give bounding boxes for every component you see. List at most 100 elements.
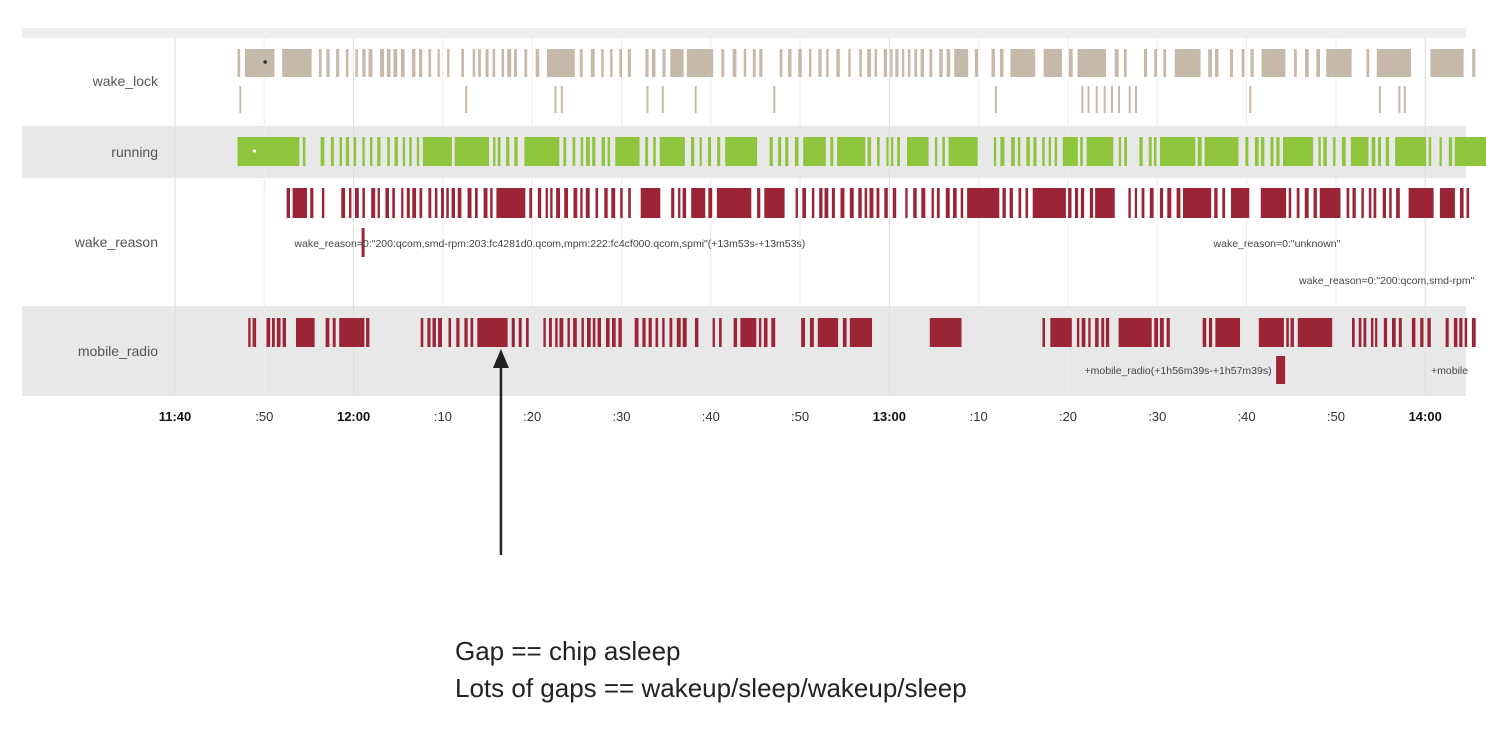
event-mark-wake_reason	[361, 228, 365, 257]
event-mark-running	[1080, 137, 1083, 166]
event-mark-mobile_radio	[1375, 318, 1378, 347]
event-mark-mobile_radio	[740, 318, 757, 347]
event-mark-mobile_radio	[1050, 318, 1072, 347]
event-mark-running	[601, 137, 605, 166]
event-mark-running	[302, 137, 306, 166]
event-mark-wake_reason	[490, 188, 493, 218]
event-mark-running	[1448, 137, 1453, 166]
event-mark-running	[1026, 137, 1030, 166]
event-mark-running	[1048, 137, 1051, 166]
event-mark-wake_reason	[564, 188, 568, 218]
event-mark-wake_reason	[529, 188, 533, 218]
event-mark-wake_reason	[671, 188, 675, 218]
event-mark-wake_lock	[874, 49, 878, 77]
event-mark-running	[330, 137, 334, 166]
event-mark-wake_reason	[1319, 188, 1341, 218]
row-annotation-wake_reason: wake_reason=0:"200:qcom,smd-rpm:203:fc42…	[293, 238, 805, 250]
event-mark-wake_lock	[478, 49, 481, 77]
event-mark-mobile_radio	[332, 318, 336, 347]
annotation-line-1: Gap == chip asleep	[455, 636, 681, 666]
x-tick-label: 13:00	[873, 409, 906, 424]
event-mark-mobile_radio	[618, 318, 622, 347]
event-mark-wake_lock	[826, 49, 829, 77]
event-mark-running	[1254, 137, 1259, 166]
event-mark-wake_reason	[708, 188, 713, 218]
event-mark-running	[1154, 137, 1157, 166]
event-mark-wake_reason	[377, 188, 380, 218]
event-mark-wake_lock	[670, 49, 684, 77]
battery-timeline-chart: wake_lockrunningwake_reasonmobile_radio …	[22, 28, 1486, 555]
event-mark-wake_lock	[1430, 49, 1464, 77]
event-mark-wake_lock	[1472, 49, 1476, 77]
event-mark-mobile_radio	[634, 318, 639, 347]
event-mark-mobile_radio	[1042, 318, 1045, 347]
x-tick-label: :20	[523, 409, 541, 424]
event-mark-wake_reason	[1460, 188, 1464, 218]
event-mark-mobile_radio	[456, 318, 460, 347]
x-tick-label: 11:40	[159, 409, 192, 424]
event-mark-wake_lock	[662, 49, 666, 77]
event-mark-running	[615, 137, 640, 166]
event-mark-mobile_radio	[642, 318, 646, 347]
row-annotation-wake_reason: wake_reason=0:"unknown"	[1213, 238, 1341, 250]
event-mark-wake_lock	[1144, 49, 1148, 77]
event-mark-mobile_radio	[1371, 318, 1374, 347]
event-mark-wake_reason	[691, 188, 706, 218]
event-mark-wake_lock	[485, 49, 489, 77]
event-mark-wake_lock	[547, 49, 575, 77]
event-mark-wake_lock	[492, 49, 496, 77]
event-mark-mobile_radio	[325, 318, 330, 347]
row-label-wake_reason: wake_reason	[74, 234, 158, 250]
event-mark-wake_lock	[1215, 49, 1219, 77]
event-mark-wake_lock	[1261, 49, 1286, 77]
event-mark-wake_lock	[759, 49, 763, 77]
event-mark-wake_reason	[467, 188, 472, 218]
event-mark-running	[592, 137, 596, 166]
event-mark-wake_reason	[585, 188, 590, 218]
event-mark-mobile_radio	[655, 318, 659, 347]
event-mark-running	[1350, 137, 1369, 166]
event-mark-running	[497, 137, 501, 166]
event-mark-wake_reason	[840, 188, 845, 218]
event-mark-wake_reason	[341, 188, 346, 218]
event-mark-wake_reason	[1373, 188, 1377, 218]
event-mark-wake_reason	[1075, 188, 1079, 218]
event-mark-running	[422, 137, 452, 166]
x-tick-label: :10	[434, 409, 452, 424]
event-mark-wake_lock	[411, 49, 416, 77]
event-mark-running	[506, 137, 510, 166]
event-mark-wake_lock	[461, 49, 464, 77]
event-mark-wake_lock	[836, 49, 840, 77]
event-mark-wake_reason	[1095, 188, 1115, 218]
event-mark-running	[653, 137, 656, 166]
row-annotations: wake_reason=0:"200:qcom,smd-rpm:203:fc42…	[293, 238, 1474, 377]
event-mark-wake_lock	[465, 86, 468, 113]
event-mark-running	[1395, 137, 1427, 166]
event-mark-wake_reason	[640, 188, 661, 218]
event-mark-mobile_radio	[809, 318, 814, 347]
event-mark-running	[794, 137, 799, 166]
event-mark-mobile_radio	[272, 318, 275, 347]
event-mark-wake_reason	[905, 188, 908, 218]
event-mark-wake_reason	[1352, 188, 1356, 218]
row-annotation-mobile_radio: +mobile	[1431, 365, 1468, 377]
event-mark-wake_reason	[1141, 188, 1145, 218]
event-mark-wake_reason	[1214, 188, 1218, 218]
event-mark-running	[1371, 137, 1376, 166]
event-mark-wake_lock	[386, 49, 391, 77]
event-mark-running	[416, 137, 420, 166]
event-mark-wake_lock	[773, 86, 776, 113]
event-mark-running	[377, 137, 381, 166]
event-mark-running	[948, 137, 978, 166]
event-mark-mobile_radio	[1471, 318, 1476, 347]
event-mark-mobile_radio	[1215, 318, 1240, 347]
running-marker	[252, 149, 257, 153]
event-mark-running	[493, 137, 496, 166]
event-mark-wake_reason	[1025, 188, 1028, 218]
event-mark-running	[1042, 137, 1045, 166]
event-mark-running	[1378, 137, 1381, 166]
event-mark-wake_lock	[818, 49, 822, 77]
row-annotation-mobile_radio: +mobile_radio(+1h56m39s-+1h57m39s)	[1085, 365, 1272, 377]
event-mark-mobile_radio	[549, 318, 552, 347]
row-label-wake_lock: wake_lock	[92, 73, 159, 89]
